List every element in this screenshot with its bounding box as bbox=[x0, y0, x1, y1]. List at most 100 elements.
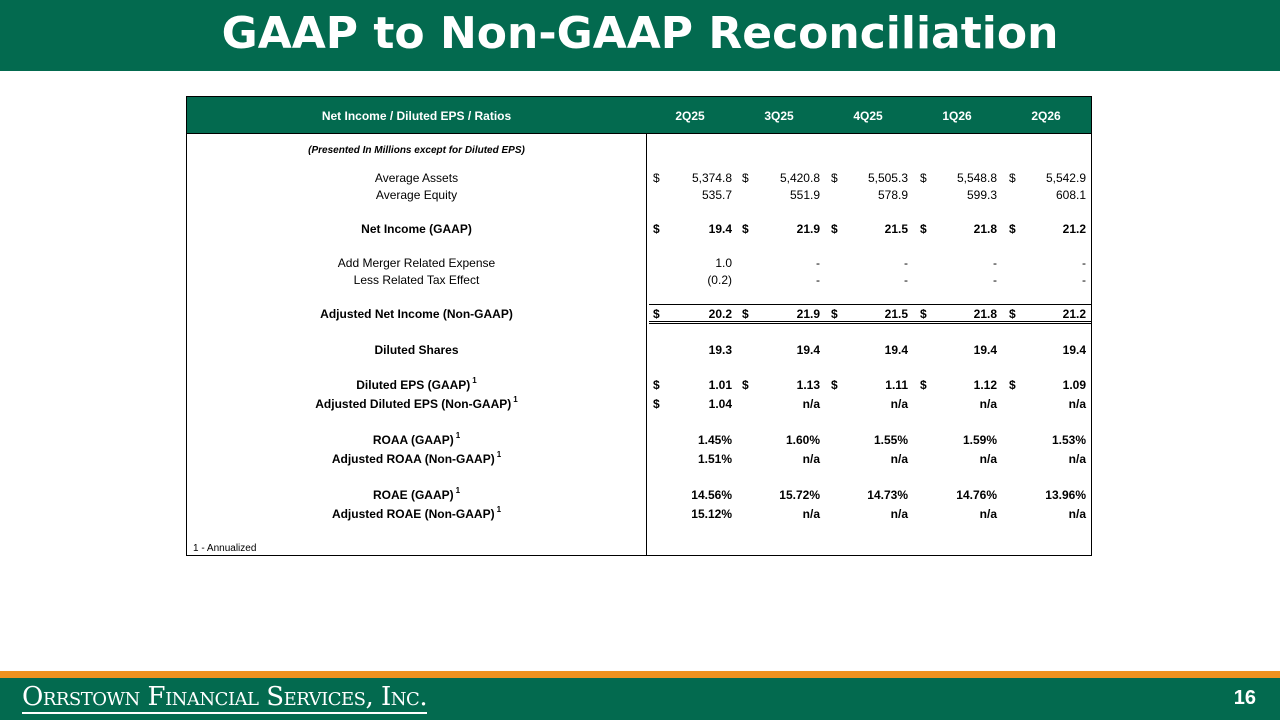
table-cell-value: 1.59% bbox=[962, 433, 997, 447]
currency-symbol: $ bbox=[653, 307, 660, 321]
table-row: Adjusted ROAA (Non-GAAP) 1 1.51% n/a n/a n/a n… bbox=[187, 450, 1091, 468]
table-row: Add Merger Related Expense 1.0 - - - - bbox=[187, 256, 1091, 272]
table-cell-value: 21.8 bbox=[973, 222, 997, 236]
currency-symbol: $ bbox=[653, 222, 660, 236]
row-label: Less Related Tax Effect bbox=[187, 273, 646, 287]
table-cell-value: 1.60% bbox=[785, 433, 820, 447]
table-cell-value: - bbox=[904, 256, 908, 270]
row-label-text: Adjusted Net Income (Non-GAAP) bbox=[320, 307, 513, 321]
table-cell-value: 1.09 bbox=[1062, 378, 1086, 392]
total-box-bottom bbox=[649, 321, 1091, 322]
row-label: ROAE (GAAP) 1 bbox=[187, 486, 646, 502]
table-cell-value: 535.7 bbox=[701, 188, 732, 202]
table-row: Diluted Shares 19.3 19.4 19.4 19.4 19.4 bbox=[187, 343, 1091, 359]
table-cell-value: 21.5 bbox=[884, 307, 908, 321]
currency-symbol: $ bbox=[920, 171, 927, 185]
table-cell-value: 1.13 bbox=[796, 378, 820, 392]
row-label: Adjusted Diluted EPS (Non-GAAP) 1 bbox=[187, 395, 646, 411]
footer: Orrstown Financial Services, Inc. 16 bbox=[0, 678, 1280, 720]
table-cell-value: 21.5 bbox=[884, 222, 908, 236]
table-cell-value: - bbox=[1082, 273, 1086, 287]
currency-symbol: $ bbox=[653, 378, 660, 392]
table-cell-value: n/a bbox=[890, 397, 908, 411]
currency-symbol: $ bbox=[920, 378, 927, 392]
table-cell-value: 15.12% bbox=[691, 507, 732, 521]
table-cell-value: 5,420.8 bbox=[779, 171, 820, 185]
table-cell-value: 1.12 bbox=[973, 378, 997, 392]
table-cell-value: 15.72% bbox=[779, 488, 820, 502]
table-cell-value: 19.4 bbox=[708, 222, 732, 236]
table-header: Net Income / Diluted EPS / Ratios 2Q25 3… bbox=[187, 97, 1091, 134]
table-cell-value: - bbox=[904, 273, 908, 287]
row-label-text: Adjusted Diluted EPS (Non-GAAP) bbox=[315, 397, 512, 411]
table-cell-value: n/a bbox=[979, 507, 997, 521]
row-label: Adjusted ROAA (Non-GAAP) 1 bbox=[187, 450, 646, 466]
footnote-marker: 1 bbox=[472, 376, 477, 385]
page-number: 16 bbox=[1233, 687, 1256, 709]
footnote: 1 - Annualized bbox=[193, 543, 257, 554]
table-cell-value: 14.73% bbox=[867, 488, 908, 502]
table-cell-value: n/a bbox=[890, 452, 908, 466]
table-subtitle-row: (Presented In Millions except for Dilute… bbox=[187, 145, 1091, 161]
row-label: Adjusted ROAE (Non-GAAP) 1 bbox=[187, 505, 646, 521]
header-label: Net Income / Diluted EPS / Ratios bbox=[321, 109, 512, 123]
table-cell-value: 5,548.8 bbox=[956, 171, 997, 185]
footnote-marker: 1 bbox=[455, 486, 461, 495]
row-label: Net Income (GAAP) bbox=[187, 222, 646, 236]
table-cell-value: 19.4 bbox=[1062, 343, 1086, 357]
table-row: ROAE (GAAP) 1 14.56% 15.72% 14.73% 14.76% 13.9… bbox=[187, 486, 1091, 504]
footnote-marker: 1 bbox=[496, 450, 502, 459]
title-bar: GAAP to Non-GAAP Reconciliation bbox=[0, 0, 1280, 71]
row-label: ROAA (GAAP) 1 bbox=[187, 431, 646, 447]
row-label: Add Merger Related Expense bbox=[187, 256, 646, 270]
table-cell-value: n/a bbox=[802, 507, 820, 521]
total-box-bottom-double bbox=[649, 323, 1091, 324]
table-cell-value: 551.9 bbox=[789, 188, 820, 202]
table-cell-value: 1.55% bbox=[873, 433, 908, 447]
table-cell-value: - bbox=[993, 273, 997, 287]
table-cell-value: n/a bbox=[890, 507, 908, 521]
column-header-3q25: 3Q25 bbox=[764, 109, 794, 123]
accent-bar bbox=[0, 671, 1280, 678]
table-cell-value: 1.53% bbox=[1051, 433, 1086, 447]
currency-symbol: $ bbox=[831, 307, 838, 321]
row-label-text: Adjusted ROAA (Non-GAAP) bbox=[331, 452, 495, 466]
table-cell-value: 21.9 bbox=[796, 222, 820, 236]
table-cell-value: 21.2 bbox=[1062, 307, 1086, 321]
table-cell-value: 1.45% bbox=[697, 433, 732, 447]
table-cell-value: 20.2 bbox=[708, 307, 732, 321]
table-cell-value: - bbox=[993, 256, 997, 270]
column-header-2q25: 2Q25 bbox=[675, 109, 705, 123]
table-cell-value: 5,374.8 bbox=[691, 171, 732, 185]
table-cell-value: 5,505.3 bbox=[867, 171, 908, 185]
table-cell-value: n/a bbox=[1068, 452, 1086, 466]
row-label-text: Diluted EPS (GAAP) bbox=[356, 378, 471, 392]
table-cell-value: 1.0 bbox=[715, 256, 732, 270]
company-logo: Orrstown Financial Services, Inc. bbox=[22, 682, 428, 714]
currency-symbol: $ bbox=[920, 307, 927, 321]
table-cell-value: 21.2 bbox=[1062, 222, 1086, 236]
table-cell-value: n/a bbox=[979, 452, 997, 466]
table-cell-value: 19.4 bbox=[973, 343, 997, 357]
table-cell-value: 13.96% bbox=[1045, 488, 1086, 502]
row-label: Average Assets bbox=[187, 171, 646, 185]
table-row: Adjusted Net Income (Non-GAAP) $20.2 $21.9… bbox=[187, 307, 1091, 323]
table-cell-value: 5,542.9 bbox=[1045, 171, 1086, 185]
table-cell-value: n/a bbox=[979, 397, 997, 411]
currency-symbol: $ bbox=[1009, 378, 1016, 392]
row-label: Average Equity bbox=[187, 188, 646, 202]
currency-symbol: $ bbox=[831, 378, 838, 392]
currency-symbol: $ bbox=[831, 222, 838, 236]
table-cell-value: - bbox=[816, 273, 820, 287]
table-row: Adjusted Diluted EPS (Non-GAAP) 1 $1.04 n/a… bbox=[187, 395, 1091, 413]
currency-symbol: $ bbox=[1009, 222, 1016, 236]
currency-symbol: $ bbox=[742, 222, 749, 236]
row-label-text: Average Equity bbox=[375, 188, 458, 202]
row-label-text: Average Assets bbox=[374, 171, 459, 185]
table-cell-value: 1.04 bbox=[708, 397, 732, 411]
column-header-4q25: 4Q25 bbox=[853, 109, 883, 123]
currency-symbol: $ bbox=[653, 397, 660, 411]
table-cell-value: 14.56% bbox=[691, 488, 732, 502]
table-cell-value: 578.9 bbox=[877, 188, 908, 202]
table-row: ROAA (GAAP) 1 1.45% 1.60% 1.55% 1.59% 1.53% bbox=[187, 431, 1091, 449]
